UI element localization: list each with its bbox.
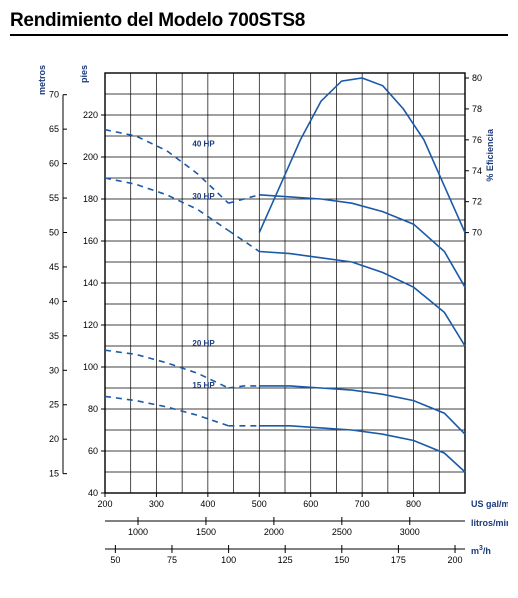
svg-text:200: 200 xyxy=(448,555,463,565)
svg-text:45: 45 xyxy=(49,262,59,272)
svg-text:80: 80 xyxy=(88,404,98,414)
axis-metros: 15 20 25 30 35 40 45 50 55 60 65 70metros xyxy=(37,65,67,479)
hp-label: 30 HP xyxy=(192,192,215,201)
svg-text:78: 78 xyxy=(472,104,482,114)
svg-text:160: 160 xyxy=(83,236,98,246)
svg-text:180: 180 xyxy=(83,194,98,204)
grid xyxy=(105,73,465,493)
svg-text:20: 20 xyxy=(49,434,59,444)
svg-text:70: 70 xyxy=(472,228,482,238)
svg-text:72: 72 xyxy=(472,197,482,207)
svg-text:3000: 3000 xyxy=(400,527,420,537)
svg-text:200: 200 xyxy=(83,152,98,162)
svg-text:US gal/min: US gal/min xyxy=(471,499,508,509)
svg-text:15: 15 xyxy=(49,469,59,479)
svg-text:metros: metros xyxy=(37,65,47,95)
svg-text:100: 100 xyxy=(221,555,236,565)
svg-text:500: 500 xyxy=(252,499,267,509)
svg-text:50: 50 xyxy=(110,555,120,565)
axis-lpm: 1000 1500 2000 2500 3000 litros/min xyxy=(105,517,508,537)
svg-text:2500: 2500 xyxy=(332,527,352,537)
svg-text:60: 60 xyxy=(49,159,59,169)
svg-text:70: 70 xyxy=(49,90,59,100)
hp-label: 20 HP xyxy=(192,339,215,348)
svg-text:76: 76 xyxy=(472,135,482,145)
svg-text:700: 700 xyxy=(355,499,370,509)
svg-text:30: 30 xyxy=(49,365,59,375)
head-curve xyxy=(105,396,228,425)
svg-text:2000: 2000 xyxy=(264,527,284,537)
svg-text:600: 600 xyxy=(303,499,318,509)
svg-text:1500: 1500 xyxy=(196,527,216,537)
svg-text:400: 400 xyxy=(200,499,215,509)
svg-text:74: 74 xyxy=(472,166,482,176)
svg-text:35: 35 xyxy=(49,331,59,341)
svg-text:75: 75 xyxy=(167,555,177,565)
svg-text:40: 40 xyxy=(49,296,59,306)
axis-pies: 40 60 80 100 120 140 160 180 200 220 pies xyxy=(79,65,105,498)
svg-text:200: 200 xyxy=(97,499,112,509)
svg-text:220: 220 xyxy=(83,110,98,120)
svg-text:litros/min: litros/min xyxy=(471,518,508,528)
svg-text:m3/h: m3/h xyxy=(471,545,491,556)
svg-text:300: 300 xyxy=(149,499,164,509)
svg-text:140: 140 xyxy=(83,278,98,288)
axis-galmin: 200 300 400 500 600 700 800 US gal/min xyxy=(97,493,508,509)
hp-label: 40 HP xyxy=(192,140,215,149)
svg-text:150: 150 xyxy=(334,555,349,565)
page-title: Rendimiento del Modelo 700STS8 xyxy=(10,10,508,36)
pump-performance-chart: 40 60 80 100 120 140 160 180 200 220 pies 15 20 25 30 3… xyxy=(10,38,508,588)
hp-label: 15 HP xyxy=(192,381,215,390)
hp-labels: 40 HP 30 HP 20 HP 15 HP xyxy=(192,140,215,391)
svg-text:120: 120 xyxy=(83,320,98,330)
svg-text:65: 65 xyxy=(49,124,59,134)
axis-m3h: 50 75 100 125 150 175 200 m3/h xyxy=(105,545,491,565)
svg-text:175: 175 xyxy=(391,555,406,565)
svg-text:55: 55 xyxy=(49,193,59,203)
svg-text:100: 100 xyxy=(83,362,98,372)
svg-text:1000: 1000 xyxy=(128,527,148,537)
svg-text:25: 25 xyxy=(49,400,59,410)
svg-text:% Eficiencia: % Eficiencia xyxy=(485,128,495,182)
svg-text:800: 800 xyxy=(406,499,421,509)
svg-text:50: 50 xyxy=(49,227,59,237)
svg-text:pies: pies xyxy=(79,65,89,83)
axis-efficiency: 70 72 74 76 78 80 % Eficiencia xyxy=(465,73,495,238)
svg-text:125: 125 xyxy=(278,555,293,565)
svg-text:80: 80 xyxy=(472,73,482,83)
svg-text:40: 40 xyxy=(88,488,98,498)
svg-text:60: 60 xyxy=(88,446,98,456)
